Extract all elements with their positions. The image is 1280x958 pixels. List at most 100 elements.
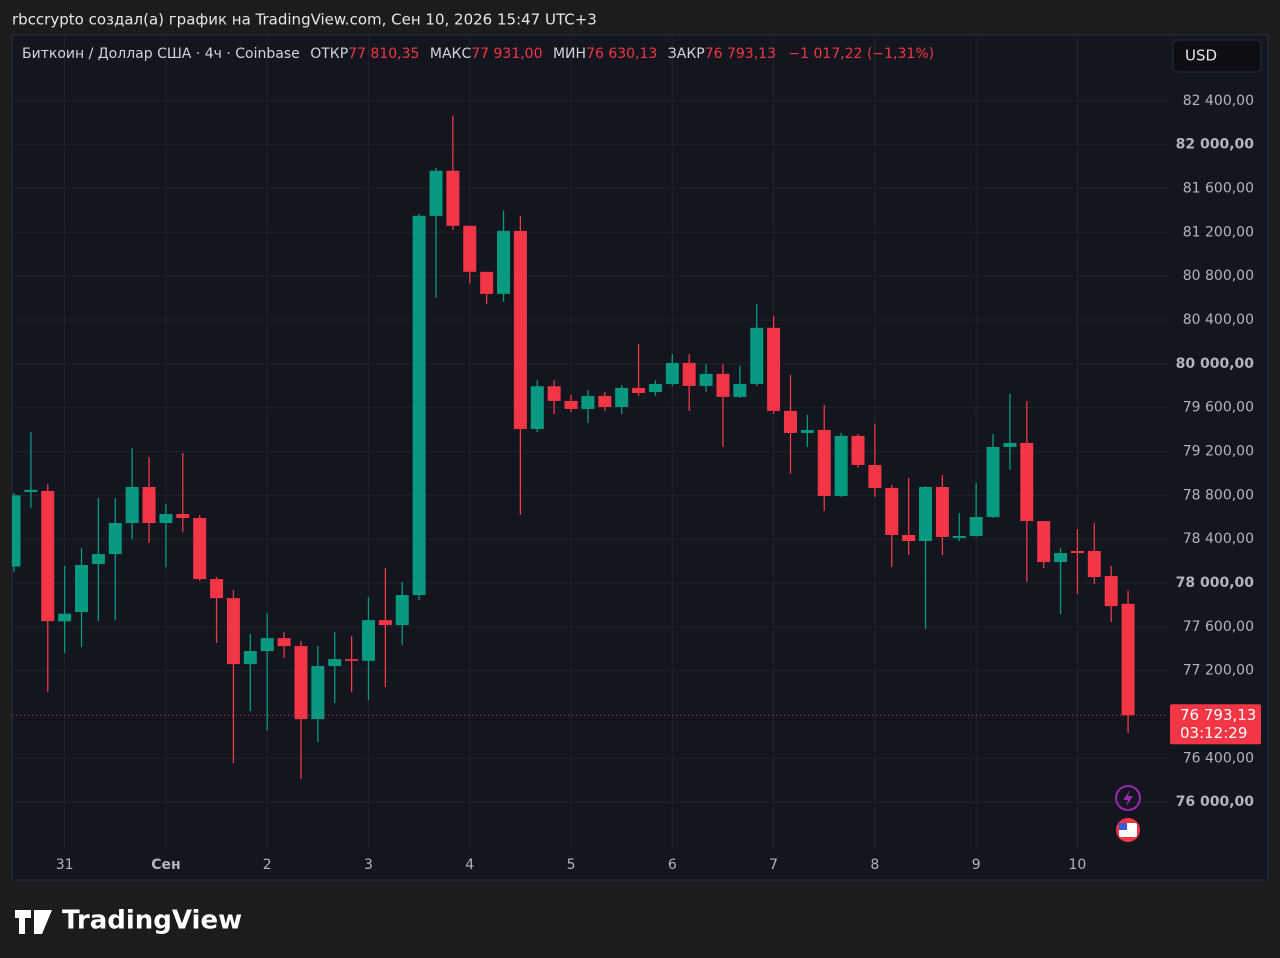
events-icon[interactable] bbox=[1115, 785, 1141, 811]
candle-body bbox=[176, 514, 190, 518]
legend: Биткоин / Доллар США · 4ч · Coinbase ОТК… bbox=[22, 46, 934, 62]
candle-body bbox=[378, 620, 392, 626]
candle-body bbox=[699, 373, 713, 386]
candle-body bbox=[868, 464, 882, 488]
candle-body bbox=[1003, 442, 1017, 447]
flag-canton bbox=[1119, 823, 1127, 830]
candle-body bbox=[1070, 550, 1084, 554]
candle-body bbox=[108, 523, 122, 555]
candle-body bbox=[986, 446, 1000, 518]
candle-body bbox=[210, 579, 224, 599]
candle-body bbox=[1054, 553, 1068, 563]
y-tick-label: 78 000,00 bbox=[1176, 575, 1255, 591]
candle-body bbox=[328, 659, 342, 667]
candle-body bbox=[193, 517, 207, 580]
x-tick-label: 9 bbox=[972, 857, 981, 873]
candle-body bbox=[716, 373, 730, 397]
y-tick-label: 80 000,00 bbox=[1176, 356, 1255, 372]
chart-panel bbox=[11, 34, 1269, 881]
candle-body bbox=[581, 395, 595, 409]
candle-body bbox=[902, 534, 916, 542]
candle-body bbox=[395, 595, 409, 626]
candle-body bbox=[952, 535, 966, 539]
legend-value: 77 931,00 bbox=[471, 46, 542, 62]
candle-body bbox=[767, 327, 781, 411]
y-tick-label: 82 000,00 bbox=[1176, 137, 1255, 153]
candle-body bbox=[547, 386, 561, 401]
y-tick-label: 79 600,00 bbox=[1183, 400, 1254, 416]
candle-body bbox=[682, 362, 696, 386]
candle-body bbox=[1037, 521, 1051, 563]
candle-body bbox=[615, 387, 629, 407]
y-tick-label: 80 800,00 bbox=[1183, 268, 1254, 284]
candle-body bbox=[243, 651, 257, 665]
currency-label[interactable]: USD bbox=[1185, 47, 1217, 65]
y-tick-label: 82 400,00 bbox=[1183, 93, 1254, 109]
candle-body bbox=[1087, 550, 1101, 578]
y-tick-label: 81 600,00 bbox=[1183, 180, 1254, 196]
candle-body bbox=[226, 598, 240, 665]
candle-body bbox=[750, 327, 764, 384]
candle-body bbox=[733, 383, 747, 397]
legend-label: ОТКР bbox=[310, 46, 348, 62]
candle-body bbox=[564, 400, 578, 409]
candle-body bbox=[125, 486, 139, 524]
legend-value: 76 630,13 bbox=[586, 46, 657, 62]
x-tick-label: 3 bbox=[364, 857, 373, 873]
candle-body bbox=[429, 170, 443, 216]
candle-body bbox=[294, 646, 308, 720]
grid bbox=[12, 35, 1168, 848]
candle-body bbox=[598, 395, 612, 407]
legend-value: 77 810,35 bbox=[348, 46, 419, 62]
price-tag-box bbox=[1170, 704, 1261, 745]
price-tag-countdown: 03:12:29 bbox=[1180, 724, 1247, 742]
candle-body bbox=[834, 435, 848, 496]
candle-body bbox=[632, 387, 646, 393]
candle-body bbox=[497, 230, 511, 294]
candle-body bbox=[142, 486, 156, 524]
change: −1 017,22 (−1,31%) bbox=[788, 46, 934, 62]
candle-body bbox=[665, 362, 679, 384]
y-tick-label: 78 800,00 bbox=[1183, 487, 1254, 503]
x-tick-label: 5 bbox=[567, 857, 576, 873]
y-tick-label: 76 000,00 bbox=[1176, 794, 1255, 810]
x-tick-label: 4 bbox=[465, 857, 474, 873]
legend-value: 76 793,13 bbox=[705, 46, 776, 62]
x-tick-label: 7 bbox=[769, 857, 778, 873]
y-tick-label: 80 400,00 bbox=[1183, 312, 1254, 328]
candle-body bbox=[1104, 576, 1118, 607]
candle-body bbox=[480, 271, 494, 294]
x-tick-label: 31 bbox=[56, 857, 74, 873]
y-tick-label: 76 400,00 bbox=[1183, 750, 1254, 766]
x-tick-label: Сен bbox=[151, 857, 180, 873]
candle-body bbox=[783, 410, 797, 433]
candle-body bbox=[1020, 442, 1034, 522]
x-tick-label: 10 bbox=[1069, 857, 1087, 873]
currency-button[interactable] bbox=[1172, 39, 1262, 73]
candles bbox=[12, 115, 1135, 780]
y-tick-label: 77 200,00 bbox=[1183, 663, 1254, 679]
legend-label: МАКС bbox=[430, 46, 472, 62]
lightning-icon bbox=[1123, 790, 1133, 807]
y-tick-label: 79 200,00 bbox=[1183, 443, 1254, 459]
symbol: Биткоин / Доллар США · 4ч · Coinbase bbox=[22, 46, 300, 62]
legend-label: МИН bbox=[553, 46, 586, 62]
candle-body bbox=[260, 638, 274, 652]
candle-body bbox=[885, 487, 899, 535]
candle-body bbox=[817, 429, 831, 496]
y-tick-label: 77 600,00 bbox=[1183, 619, 1254, 635]
candle-body bbox=[24, 489, 38, 493]
legend-label: ЗАКР bbox=[668, 46, 705, 62]
candle-body bbox=[311, 666, 325, 720]
candle-body bbox=[41, 490, 55, 622]
candle-body bbox=[969, 517, 983, 536]
candle-body bbox=[800, 429, 814, 433]
x-tick-label: 6 bbox=[668, 857, 677, 873]
candle-body bbox=[91, 554, 105, 565]
price-tag-value: 76 793,13 bbox=[1180, 706, 1256, 724]
x-tick-label: 8 bbox=[870, 857, 879, 873]
candle-body bbox=[463, 225, 477, 272]
